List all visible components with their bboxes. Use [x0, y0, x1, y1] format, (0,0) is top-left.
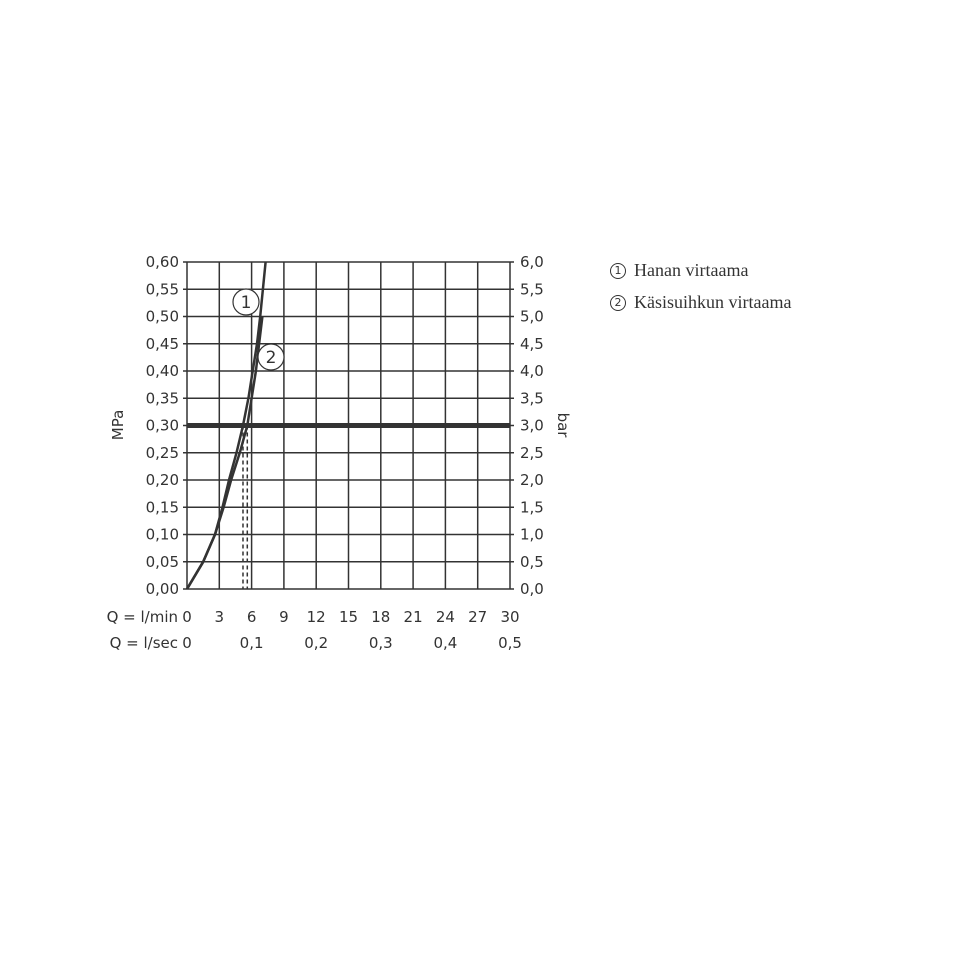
x-tick-label-lmin: 6	[247, 608, 257, 626]
x-tick-label-lmin: 9	[279, 608, 289, 626]
y-axis-label-left: MPa	[109, 410, 127, 441]
x-tick-label-lmin: 21	[404, 608, 423, 626]
x-tick-label-lsec: 0,5	[498, 634, 522, 652]
curve-label-circle-2	[257, 343, 285, 371]
x-tick-label-lsec: 0,4	[433, 634, 457, 652]
y-tick-label-left: 0,40	[146, 362, 179, 380]
x-axis-label-lsec: Q = l/sec	[110, 634, 178, 652]
y-axis-label-right: bar	[554, 413, 572, 439]
y-tick-label-left: 0,50	[146, 308, 179, 326]
x-tick-label-lmin: 18	[371, 608, 390, 626]
y-tick-label-right: 6,0	[520, 253, 544, 271]
x-tick-label-lmin: 24	[436, 608, 455, 626]
y-tick-label-right: 1,0	[520, 526, 544, 544]
x-tick-label-lsec: 0,1	[240, 634, 264, 652]
series-line-2	[185, 316, 264, 590]
y-tick-label-right: 4,0	[520, 362, 544, 380]
x-tick-label-lmin: 30	[500, 608, 519, 626]
y-tick-label-left: 0,15	[146, 498, 179, 516]
curve-label-1: 1	[241, 293, 252, 313]
y-tick-label-left: 0,60	[146, 253, 179, 271]
legend-number-2: 2	[610, 294, 626, 311]
legend-label-2: Käsisuihkun virtaama	[634, 292, 792, 312]
legend-label-1: Hanan virtaama	[634, 260, 749, 280]
legend-number-1: 1	[610, 262, 626, 279]
y-tick-label-right: 3,5	[520, 389, 544, 407]
legend-item-1: 1 Hanan virtaama	[610, 260, 748, 281]
y-tick-label-left: 0,35	[146, 389, 179, 407]
y-tick-label-right: 2,0	[520, 471, 544, 489]
y-tick-label-right: 5,0	[520, 308, 544, 326]
y-tick-label-left: 0,30	[146, 417, 179, 435]
y-tick-label-right: 0,5	[520, 553, 544, 571]
legend-item-2: 2 Käsisuihkun virtaama	[610, 292, 791, 313]
x-tick-label-lmin: 0	[182, 608, 192, 626]
y-tick-label-right: 5,5	[520, 280, 544, 298]
y-tick-label-left: 0,45	[146, 335, 179, 353]
y-tick-label-right: 2,5	[520, 444, 544, 462]
curve-label-circle-1	[232, 288, 260, 316]
y-tick-label-left: 0,00	[146, 580, 179, 598]
x-tick-label-lmin: 27	[468, 608, 487, 626]
y-tick-label-left: 0,10	[146, 526, 179, 544]
x-tick-label-lmin: 3	[215, 608, 225, 626]
x-axis-label-lmin: Q = l/min	[107, 608, 178, 626]
y-tick-label-right: 3,0	[520, 417, 544, 435]
x-tick-label-lsec: 0,3	[369, 634, 393, 652]
x-tick-label-lmin: 15	[339, 608, 358, 626]
y-tick-label-left: 0,05	[146, 553, 179, 571]
y-tick-label-left: 0,20	[146, 471, 179, 489]
x-tick-label-lmin: 12	[307, 608, 326, 626]
y-tick-label-left: 0,55	[146, 280, 179, 298]
y-tick-label-right: 4,5	[520, 335, 544, 353]
curve-label-2: 2	[266, 348, 277, 368]
y-tick-label-right: 0,0	[520, 580, 544, 598]
y-tick-label-left: 0,25	[146, 444, 179, 462]
x-tick-label-lsec: 0	[182, 634, 192, 652]
y-tick-label-right: 1,5	[520, 498, 544, 516]
x-tick-label-lsec: 0,2	[304, 634, 328, 652]
